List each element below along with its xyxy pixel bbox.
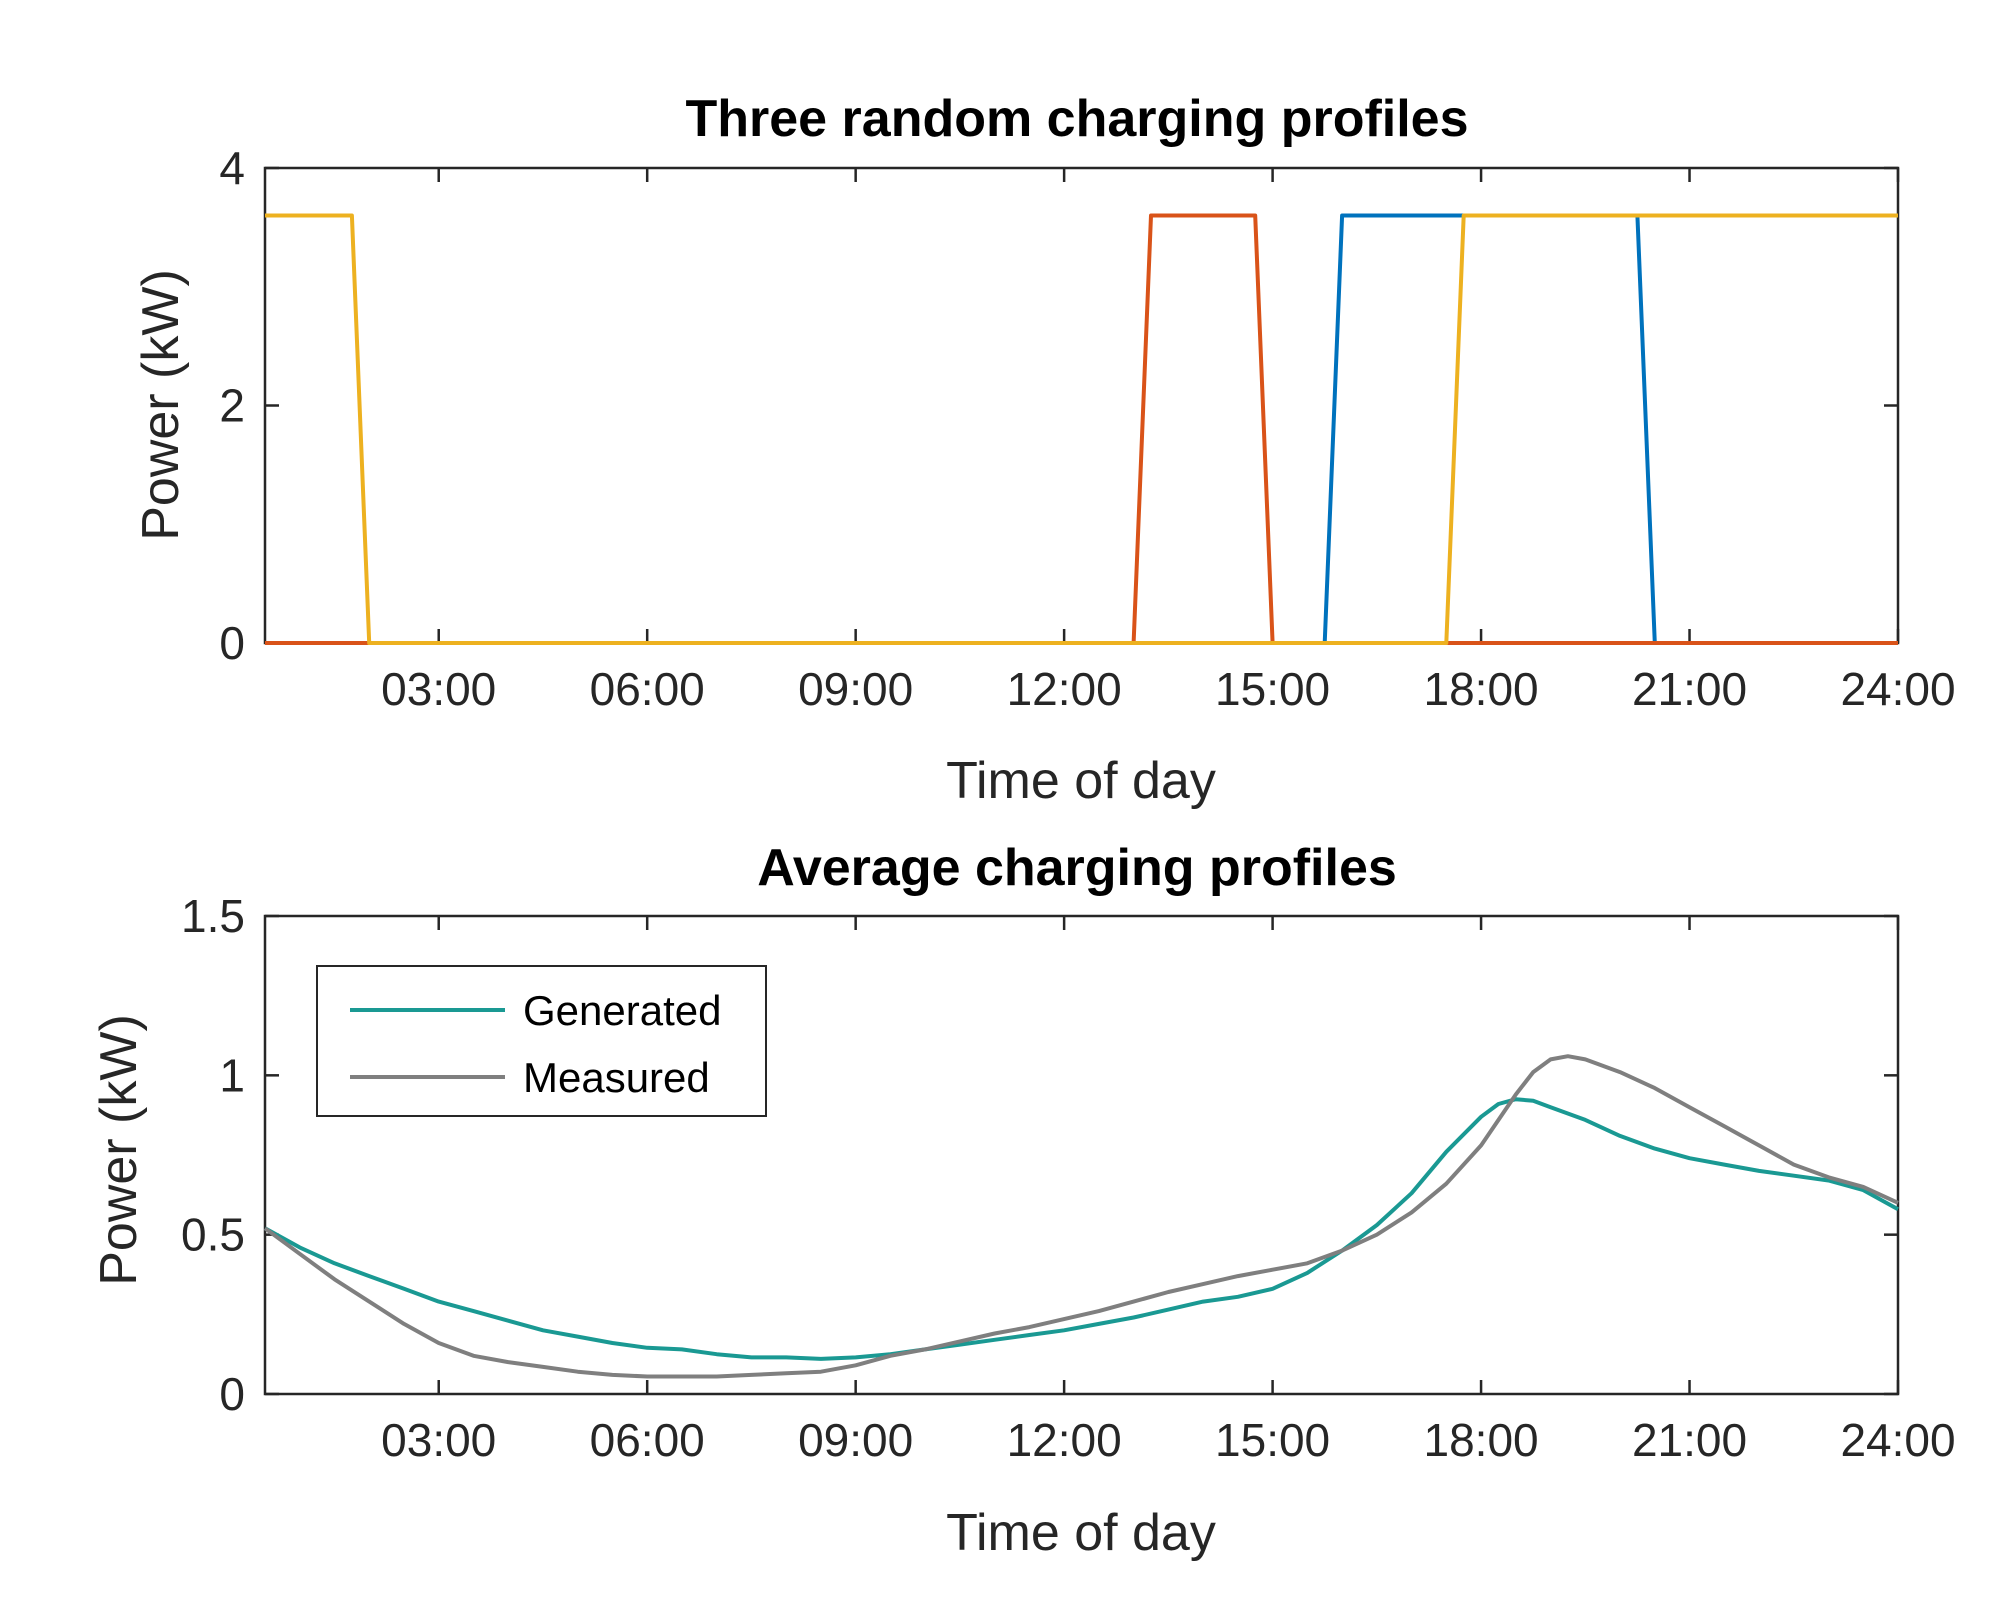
x-tick-label: 21:00 (1632, 1414, 1747, 1466)
x-tick-label: 09:00 (798, 1414, 913, 1466)
legend-label-measured: Measured (523, 1054, 710, 1101)
legend-label-generated: Generated (523, 987, 721, 1034)
x-tick-label: 12:00 (1007, 663, 1122, 715)
x-axis-label: Time of day (946, 752, 1216, 810)
x-tick-label: 18:00 (1424, 663, 1539, 715)
x-tick-label: 15:00 (1215, 663, 1330, 715)
y-axis-label: Power (kW) (90, 1014, 148, 1286)
chart-title: Three random charging profiles (685, 90, 1468, 148)
y-axis-label: Power (kW) (132, 269, 190, 541)
chart-random-profiles: Three random charging profiles 03:00 06:0… (132, 90, 1956, 810)
y-tick-label: 0.5 (181, 1209, 245, 1261)
series-line-measured (263, 1054, 1899, 1379)
x-tick-label: 18:00 (1424, 1414, 1539, 1466)
x-tick-label: 03:00 (381, 1414, 496, 1466)
y-tick-labels: 0 2 4 (219, 142, 245, 669)
x-tick-label: 03:00 (381, 663, 496, 715)
legend-box (316, 965, 767, 1117)
legend: Generated Measured (316, 965, 767, 1117)
y-tick-label: 0 (219, 617, 245, 669)
chart-title: Average charging profiles (757, 839, 1397, 897)
x-tick-label: 24:00 (1840, 1414, 1955, 1466)
x-tick-label: 15:00 (1215, 1414, 1330, 1466)
x-tick-label: 06:00 (590, 663, 705, 715)
x-tick-labels: 03:00 06:00 09:00 12:00 15:00 18:00 21:00 24:00 (381, 663, 1955, 715)
chart-average-profiles: Average charging profiles 03:00 06:00 09:0… (90, 839, 1956, 1562)
series-line-profile-3 (265, 213, 1898, 645)
series-line-generated (264, 1097, 1899, 1361)
x-tick-label: 24:00 (1840, 663, 1955, 715)
x-tick-label: 21:00 (1632, 663, 1747, 715)
x-tick-label: 09:00 (798, 663, 913, 715)
x-axis-label: Time of day (946, 1504, 1216, 1562)
y-tick-label: 0 (219, 1368, 245, 1420)
y-tick-label: 1.5 (181, 890, 245, 942)
y-tick-label: 1 (219, 1049, 245, 1101)
tick-marks (265, 914, 1900, 1396)
x-tick-label: 06:00 (590, 1414, 705, 1466)
series-layer (263, 1054, 1899, 1379)
y-tick-labels: 0 0.5 1 1.5 (181, 890, 245, 1420)
x-tick-labels: 03:00 06:00 09:00 12:00 15:00 18:00 21:00 24:00 (381, 1414, 1955, 1466)
series-layer (265, 213, 1898, 645)
y-tick-label: 4 (219, 142, 245, 194)
x-tick-label: 12:00 (1007, 1414, 1122, 1466)
plot-area (263, 166, 1900, 645)
y-tick-label: 2 (219, 380, 245, 432)
